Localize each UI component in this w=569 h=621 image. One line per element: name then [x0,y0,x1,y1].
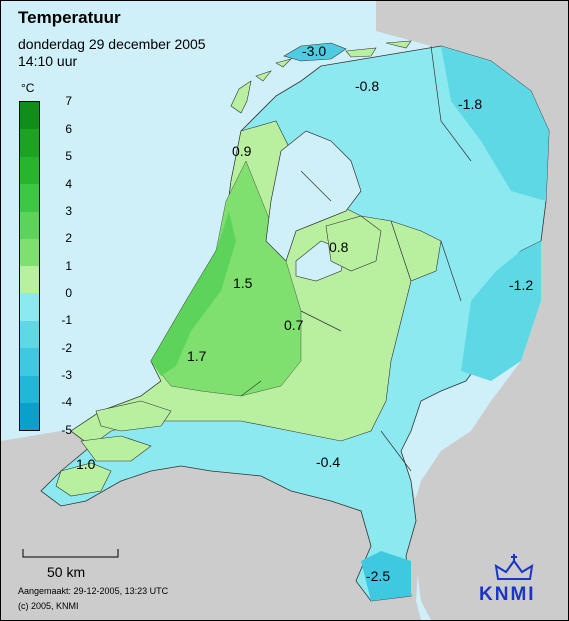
legend-tick: -2 [61,341,72,355]
legend-tick: 0 [65,286,72,300]
knmi-crown-icon [494,554,534,580]
zeeland-islands [55,400,172,497]
cold-island-north [283,42,347,62]
neighbour-land-east [376,1,568,620]
legend-tick: 3 [65,204,72,218]
legend-tick: -5 [61,423,72,437]
legend-band-m4-m3 [20,376,39,403]
knmi-logo-text: KNMI [479,584,536,605]
station-value: 0.8 [329,239,349,255]
map-time: 14:10 uur [18,53,78,69]
legend-tick: -1 [61,313,72,327]
legend-tick: 2 [65,231,72,245]
legend-colorbar [19,101,40,431]
legend-band-m3-m2 [20,348,39,376]
legend-tick: 4 [65,177,72,191]
station-value: 1.0 [76,456,96,472]
station-value: -1.8 [458,96,483,112]
cold-zone-northeast [441,46,549,201]
station-value: 1.7 [187,348,207,364]
legend-band-1-2 [20,239,39,266]
station-value: -3.0 [302,43,327,59]
legend-band-m2-m1 [20,321,39,348]
station-value: 0.9 [232,143,252,159]
legend-band-6-7 [20,102,39,129]
legend-unit: °C [21,81,35,95]
station-value: -1.2 [509,277,534,293]
legend-band-5-6 [20,129,39,157]
legend-band-0-1 [20,266,39,293]
scale-label: 50 km [47,564,86,580]
created-timestamp: Aangemaakt: 29-12-2005, 13:23 UTC [18,586,169,596]
lake-ijsselmeer [265,130,362,262]
legend-band-4-5 [20,157,39,184]
legend-tick: 1 [65,259,72,273]
legend-band-m5-m4 [20,403,39,430]
map-date: donderdag 29 december 2005 [18,36,206,52]
station-value: 0.7 [284,317,304,333]
legend-tick: 7 [65,94,72,108]
flevoland [325,215,382,272]
station-value: -0.8 [355,78,380,94]
cold-zone-south [361,551,411,601]
legend-tick: 5 [65,149,72,163]
legend-band-3-4 [20,184,39,212]
map-title: Temperatuur [18,8,121,27]
legend-tick: 6 [65,122,72,136]
province-borders [240,45,472,472]
scale-bar [22,549,119,558]
station-value: -0.4 [316,454,341,470]
copyright: (c) 2005, KNMI [18,601,79,611]
legend-band-m1-0 [20,293,39,321]
legend-band-2-3 [20,212,39,239]
cold-zone-east [461,241,541,381]
legend-tick: -4 [61,395,72,409]
wadden-islands [230,40,412,114]
warm-zone-coast [151,211,236,376]
station-value: -2.5 [366,568,391,584]
legend-tick: -3 [61,368,72,382]
station-value: 1.5 [233,275,253,291]
